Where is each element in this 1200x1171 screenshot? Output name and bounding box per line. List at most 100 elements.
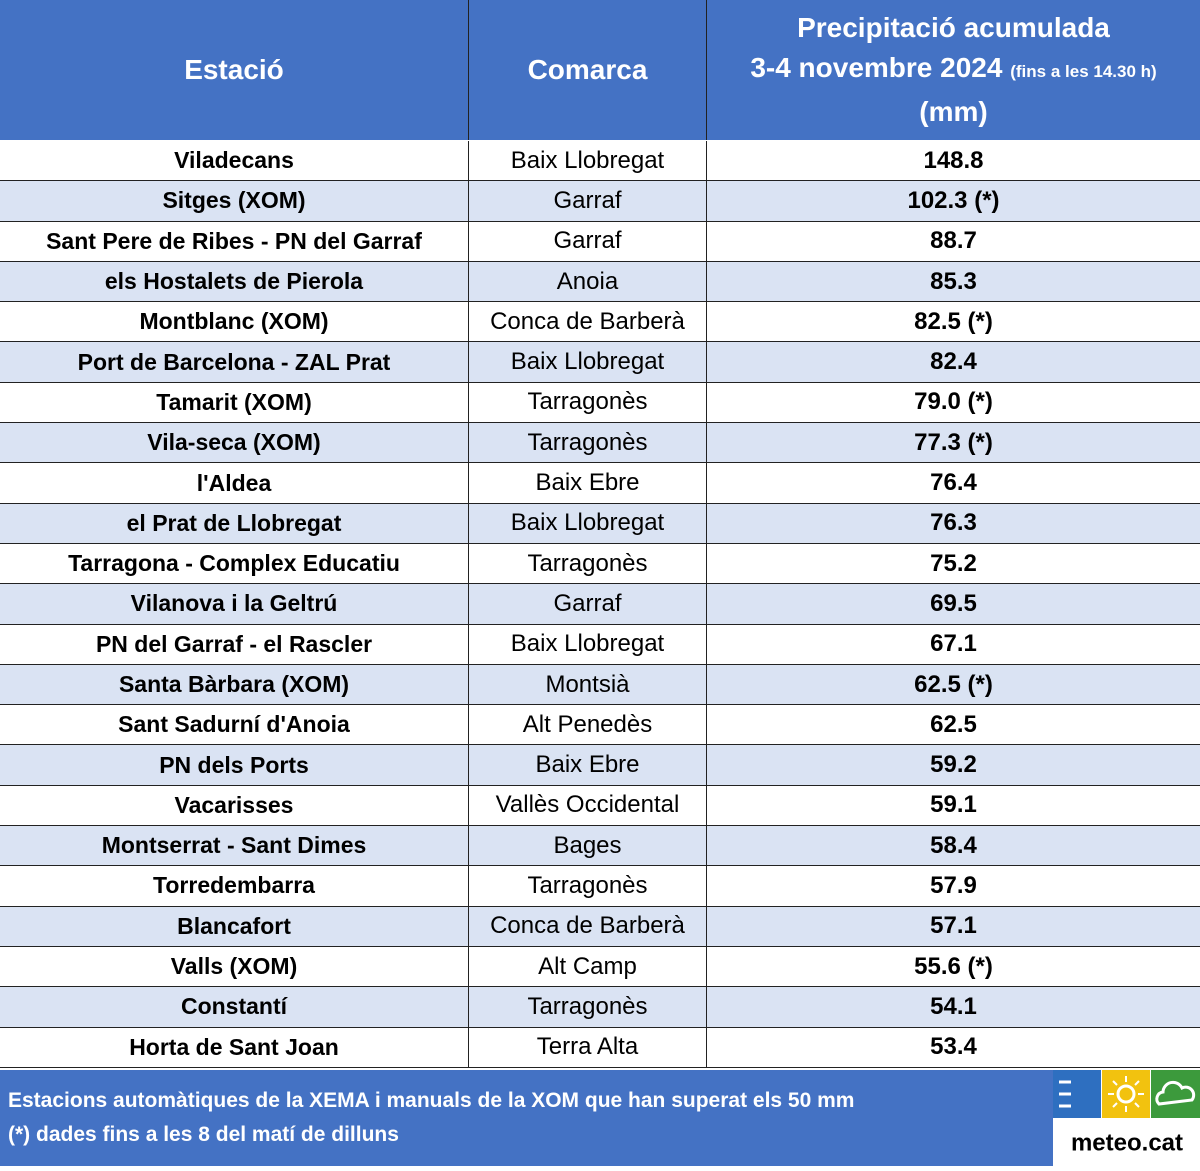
station: Sant Pere de Ribes - PN del Garraf <box>0 221 469 261</box>
station: l'Aldea <box>0 463 469 503</box>
comarca: Baix Llobregat <box>469 503 707 543</box>
logo-text: meteo.cat <box>1071 1129 1183 1156</box>
footer-line: Estacions automàtiques de la XEMA i manu… <box>8 1089 855 1112</box>
comarca: Baix Llobregat <box>469 141 707 181</box>
precipitation: 59.1 <box>930 791 977 819</box>
comarca: Tarragonès <box>469 866 707 906</box>
station: Sitges (XOM) <box>0 181 469 221</box>
comarca: Baix Ebre <box>469 463 707 503</box>
comarca: Montsià <box>469 664 707 705</box>
station: Vacarisses <box>0 785 469 826</box>
table-row: Blancafort Conca de Barberà 57.1 <box>0 906 1200 947</box>
station: el Prat de Llobregat <box>0 503 469 543</box>
table-row: Sitges (XOM) Garraf 102.3 (*) <box>0 181 1200 222</box>
precipitation: 77.3 (*) <box>914 428 993 456</box>
precipitation: 82.5 (*) <box>914 307 993 335</box>
station: Sant Sadurní d'Anoia <box>0 705 469 745</box>
comarca: Anoia <box>469 261 707 302</box>
table-row: Montblanc (XOM) Conca de Barberà 82.5 (*) <box>0 302 1200 343</box>
precipitation: 55.6 (*) <box>914 952 993 980</box>
comarca: Tarragonès <box>469 423 707 463</box>
table-row: Torredembarra Tarragonès 57.9 <box>0 866 1200 907</box>
comarca: Garraf <box>469 221 707 261</box>
table-row: Horta de Sant Joan Terra Alta 53.4 <box>0 1027 1200 1068</box>
comarca: Baix Ebre <box>469 745 707 785</box>
comarca: Baix Llobregat <box>469 624 707 664</box>
table-row: Sant Sadurní d'Anoia Alt Penedès 62.5 <box>0 705 1200 746</box>
station: Constantí <box>0 987 469 1027</box>
logo-sun <box>1116 1084 1136 1104</box>
logo-icons: meteo.cat <box>1053 1070 1200 1156</box>
table-body: Viladecans Baix Llobregat 148.8 Sitges (XOM… <box>0 141 1200 1068</box>
table-row: Tarragona - Complex Educatiu Tarragonès 75… <box>0 543 1200 585</box>
table-row: Montserrat - Sant Dimes Bages 58.4 <box>0 826 1200 867</box>
table-row: PN dels Ports Baix Ebre 59.2 <box>0 745 1200 786</box>
station: Viladecans <box>0 141 469 181</box>
table-row: Viladecans Baix Llobregat 148.8 <box>0 141 1200 182</box>
table-row: PN del Garraf - el Rascler Baix Llobregat… <box>0 624 1200 665</box>
station: Tarragona - Complex Educatiu <box>0 543 469 584</box>
table-row: Tamarit (XOM) Tarragonès 79.0 (*) <box>0 382 1200 424</box>
footer-line: (*) dades fins a les 8 del matí de dillu… <box>8 1123 399 1146</box>
header-title: Precipitació acumulada <box>797 12 1110 43</box>
column-header: Precipitació acumulada 3-4 novembre 2024… <box>707 0 1200 140</box>
precipitation: 79.0 (*) <box>914 388 993 416</box>
table-row: Valls (XOM) Alt Camp 55.6 (*) <box>0 946 1200 988</box>
logo-cloud <box>1155 1080 1196 1106</box>
table-row: l'Aldea Baix Ebre 76.4 <box>0 463 1200 504</box>
station: Vila-seca (XOM) <box>0 423 469 463</box>
comarca: Tarragonès <box>469 382 707 423</box>
table-row: el Prat de Llobregat Baix Llobregat 76.3 <box>0 503 1200 544</box>
station: Port de Barcelona - ZAL Prat <box>0 342 469 382</box>
precipitation: 85.3 <box>930 267 977 295</box>
comarca: Garraf <box>469 584 707 624</box>
precipitation: 59.2 <box>930 751 977 779</box>
station: Vilanova i la Geltrú <box>0 584 469 624</box>
header-note: (fins a les 14.30 h) <box>1010 62 1157 81</box>
header-unit: (mm) <box>919 96 988 127</box>
logo: meteo.cat <box>1053 1070 1200 1166</box>
header-dates-line: 3-4 novembre 2024 (fins a les 14.30 h) <box>750 48 1156 92</box>
column-header: Comarca <box>469 0 707 140</box>
comarca: Conca de Barberà <box>469 906 707 946</box>
precipitation: 57.1 <box>930 912 977 940</box>
logo-lines <box>1059 1080 1071 1108</box>
precipitation: 57.9 <box>930 871 977 899</box>
precipitation: 76.3 <box>930 509 977 537</box>
station: Santa Bàrbara (XOM) <box>0 664 469 705</box>
precipitation: 62.5 <box>930 710 977 738</box>
station: PN dels Ports <box>0 745 469 785</box>
comarca: Alt Penedès <box>469 705 707 745</box>
comarca: Baix Llobregat <box>469 342 707 382</box>
comarca: Tarragonès <box>469 543 707 584</box>
table-row: Vilanova i la Geltrú Garraf 69.5 <box>0 584 1200 625</box>
comarca: Tarragonès <box>469 987 707 1027</box>
station: PN del Garraf - el Rascler <box>0 624 469 664</box>
precipitation: 69.5 <box>930 589 977 617</box>
comarca: Terra Alta <box>469 1027 707 1067</box>
header-dates: 3-4 novembre 2024 <box>750 52 1003 83</box>
precipitation: 82.4 <box>930 348 977 376</box>
precipitation: 102.3 (*) <box>907 186 1000 214</box>
station: Torredembarra <box>0 866 469 906</box>
comarca: Vallès Occidental <box>469 785 707 826</box>
precipitation: 53.4 <box>930 1033 977 1061</box>
table-row: els Hostalets de Pierola Anoia 85.3 <box>0 261 1200 303</box>
table-row: Vila-seca (XOM) Tarragonès 77.3 (*) <box>0 423 1200 464</box>
station: Horta de Sant Joan <box>0 1027 469 1067</box>
comarca: Bages <box>469 826 707 866</box>
precipitation: 75.2 <box>930 549 977 577</box>
station: Blancafort <box>0 906 469 946</box>
table-row: Santa Bàrbara (XOM) Montsià 62.5 (*) <box>0 664 1200 706</box>
table-row: Port de Barcelona - ZAL Prat Baix Llobreg… <box>0 342 1200 383</box>
precipitation: 62.5 (*) <box>914 670 993 698</box>
comarca: Alt Camp <box>469 946 707 987</box>
precipitation: 148.8 <box>923 146 984 174</box>
precipitation: 58.4 <box>930 831 977 859</box>
comarca: Conca de Barberà <box>469 302 707 342</box>
station: els Hostalets de Pierola <box>0 261 469 302</box>
station: Montserrat - Sant Dimes <box>0 826 469 866</box>
precipitation: 76.4 <box>930 469 977 497</box>
precipitation: 54.1 <box>930 992 977 1020</box>
